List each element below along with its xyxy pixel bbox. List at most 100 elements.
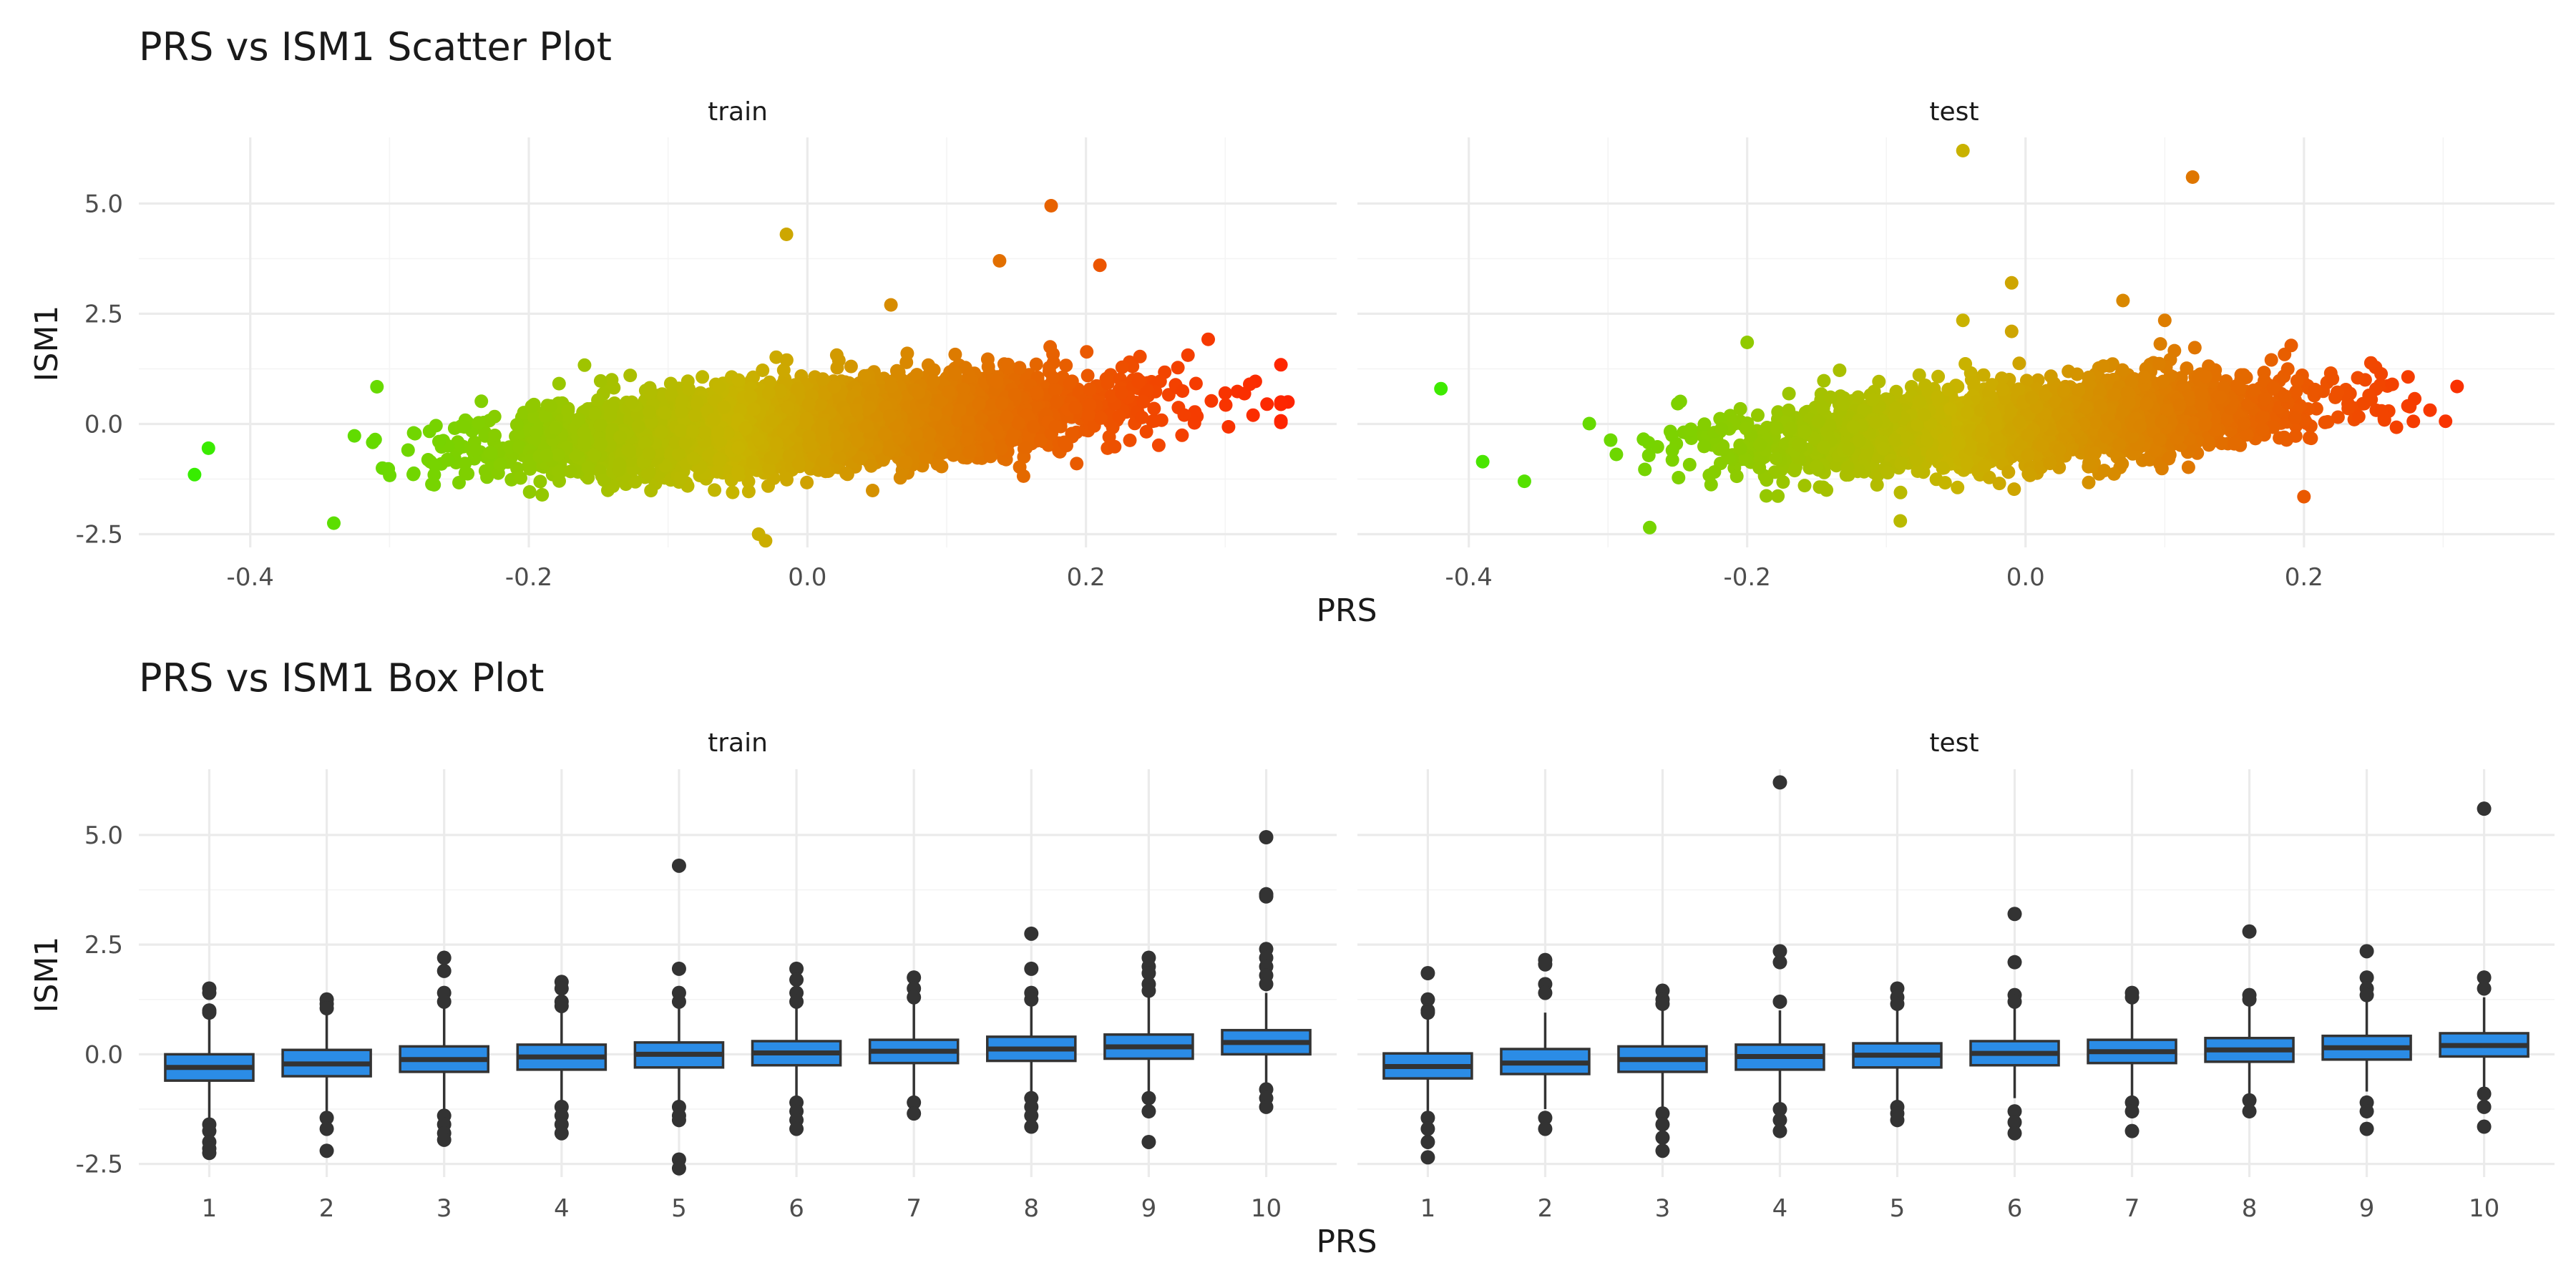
scatter-train-point — [721, 426, 735, 441]
scatter-train-point — [527, 411, 541, 424]
scatter-train-point — [982, 439, 996, 453]
scatter-train-point — [957, 392, 971, 406]
scatter-train-point — [1026, 420, 1040, 434]
scatter-train-point — [538, 409, 552, 423]
scatter-train-point — [1274, 414, 1288, 428]
scatter-train-point — [1050, 394, 1064, 409]
scatter-train-point — [731, 412, 745, 426]
scatter-train-point — [551, 448, 565, 462]
scatter-train-point — [1043, 340, 1058, 354]
scatter-train-point — [347, 429, 361, 443]
scatter-train-point — [832, 450, 847, 464]
scatter-train-point — [488, 429, 502, 442]
scatter-train-point — [366, 435, 380, 449]
scatter-train-point — [1094, 411, 1108, 425]
scatter-train-point — [587, 448, 602, 462]
scatter-train-point — [1080, 369, 1095, 383]
scatter-train-point — [493, 457, 507, 472]
scatter-train-point — [668, 435, 683, 449]
scatter-train-point — [827, 380, 841, 394]
scatter-train-point — [643, 386, 658, 400]
scatter-train-point — [994, 441, 1008, 456]
scatter-train-point — [990, 374, 1004, 389]
scatter-train-point — [889, 364, 904, 378]
scatter-train-point — [594, 437, 608, 452]
scatter-train-point — [502, 440, 517, 454]
scatter-train-point — [1029, 357, 1043, 371]
scatter-train-point — [791, 382, 805, 396]
scatter-train-point — [522, 485, 537, 499]
scatter-train-point — [763, 375, 777, 389]
scatter-train-point — [1030, 386, 1044, 400]
scatter-train-point — [613, 430, 628, 444]
scatter-train-point — [587, 406, 602, 421]
scatter-train-point — [756, 364, 770, 377]
scatter-train-point — [563, 464, 577, 479]
scatter-train-point — [1243, 377, 1257, 391]
scatter-train-point — [664, 387, 678, 401]
scatter-train-point — [975, 411, 988, 426]
scatter-train-point — [658, 459, 673, 473]
scatter-train-point — [1011, 416, 1025, 430]
scatter-train-point — [1101, 376, 1115, 390]
scatter-train-point — [698, 425, 711, 439]
scatter-train-point — [514, 471, 527, 485]
scatter-train-point — [530, 424, 543, 439]
scatter-train-point — [711, 464, 724, 479]
scatter-train-point — [781, 401, 795, 415]
scatter-train-point — [696, 370, 710, 384]
scatter-facet-test-label: test — [1929, 97, 1979, 127]
scatter-train-point — [571, 412, 585, 426]
scatter-train-point — [597, 473, 611, 487]
scatter-train-point — [581, 461, 595, 475]
scatter-train-point — [654, 425, 668, 439]
scatter-train-point — [707, 412, 721, 426]
scatter-train-point — [480, 470, 494, 484]
scatter-train-point — [813, 398, 827, 412]
scatter-train-point — [761, 386, 776, 400]
scatter-train-point — [1048, 419, 1063, 434]
scatter-train-point — [882, 443, 897, 457]
scatter-train-point — [673, 424, 688, 438]
scatter-train-point — [474, 394, 489, 409]
scatter-train-point — [1034, 433, 1048, 447]
scatter-train-point — [946, 448, 960, 462]
scatter-train-point — [469, 443, 483, 457]
scatter-train-point — [628, 474, 643, 489]
scatter-train-point — [1274, 358, 1288, 372]
scatter-train-point — [741, 484, 756, 499]
scatter-train-point — [763, 451, 778, 465]
scatter-facet-train-label: train — [708, 97, 768, 127]
scatter-train-point — [1104, 389, 1118, 403]
scatter-train-point — [603, 408, 618, 422]
scatter-train-point — [673, 471, 688, 485]
scatter-train-point — [962, 445, 977, 459]
scatter-train-point — [1068, 401, 1083, 415]
scatter-train-point — [1148, 414, 1162, 428]
scatter-train-point — [593, 374, 608, 388]
scatter-train-point — [839, 467, 854, 480]
scatter-train-point — [948, 347, 962, 361]
scatter-train-point — [671, 447, 686, 462]
scatter-train-point — [800, 475, 814, 489]
scatter-train-point — [769, 436, 784, 451]
scatter-train-point — [816, 454, 830, 468]
scatter-train-point — [731, 373, 746, 387]
scatter-train-point — [1108, 439, 1122, 454]
scatter-train-point — [792, 457, 806, 471]
scatter-train-point — [1063, 376, 1077, 390]
scatter-train-point — [406, 466, 421, 480]
scatter-train-point — [782, 449, 796, 463]
scatter-train-point — [741, 474, 756, 489]
scatter-train-point — [769, 350, 784, 364]
scatter-train-point — [981, 360, 995, 374]
scatter-train-point — [743, 389, 758, 404]
scatter-train-point — [688, 408, 702, 422]
scatter-train-point — [1187, 416, 1201, 430]
scatter-train-point — [540, 449, 553, 463]
scatter-train-point — [644, 415, 658, 429]
scatter-train-point — [552, 464, 566, 479]
scatter-train-point — [779, 353, 794, 367]
scatter-train-point — [605, 373, 619, 387]
